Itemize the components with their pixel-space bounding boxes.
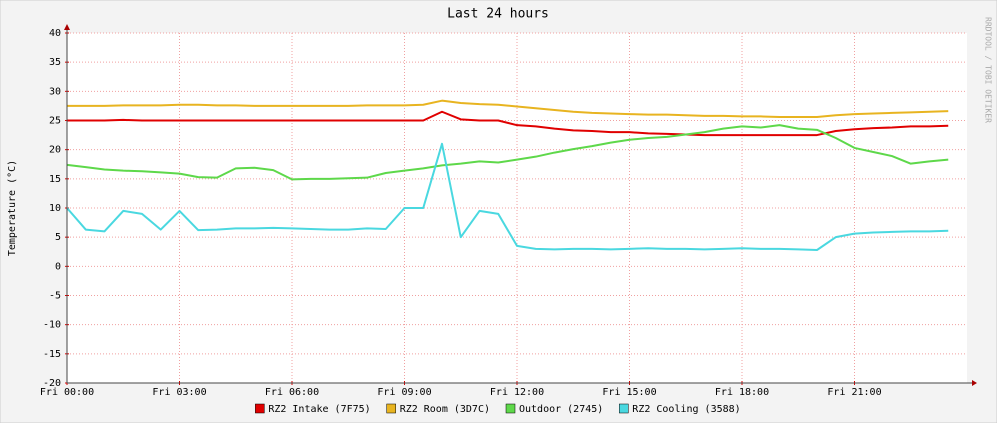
y-tick-label: 5: [55, 232, 61, 243]
series-line: [67, 110, 949, 137]
series-line: [66, 124, 949, 181]
y-tick-label: 10: [49, 203, 61, 214]
y-tick-label: -5: [49, 291, 61, 302]
y-tick-label: -20: [43, 378, 61, 389]
x-tick-label: Fri 03:00: [152, 387, 206, 398]
legend-label: RZ2 Intake (7F75): [268, 404, 370, 415]
legend-label: RZ2 Cooling (3588): [632, 404, 740, 415]
legend-label: RZ2 Room (3D7C): [400, 404, 490, 415]
legend-swatch: [255, 403, 265, 414]
series-line: [67, 99, 949, 118]
y-arrow: [64, 24, 70, 30]
y-tick-label: 35: [49, 57, 61, 68]
grid: [65, 32, 967, 385]
x-arrow: [972, 380, 977, 386]
legend-swatch: [619, 403, 629, 414]
y-tick-label: -10: [43, 320, 61, 331]
legend: RZ2 Intake (7F75) RZ2 Room (3D7C) Outdoor …: [255, 403, 741, 415]
lines: [66, 99, 949, 251]
x-tick-label: Fri 09:00: [377, 387, 431, 398]
x-tick-label: Fri 15:00: [602, 387, 656, 398]
x-tick-label: Fri 00:00: [40, 387, 94, 398]
x-tick-label: Fri 12:00: [490, 387, 544, 398]
y-tick-label: -15: [43, 349, 61, 360]
y-tick-label: 40: [49, 28, 61, 39]
y-tick-label: 0: [55, 261, 61, 272]
y-axis-label: Temperature (°C): [7, 160, 18, 256]
x-tick-label: Fri 06:00: [265, 387, 319, 398]
legend-label: Outdoor (2745): [519, 404, 603, 415]
y-tick-label: 30: [49, 86, 61, 97]
y-tick-label: 15: [49, 174, 61, 185]
y-tick-label: 20: [49, 145, 61, 156]
y-tick-label: 25: [49, 116, 61, 127]
legend-swatch: [505, 403, 516, 414]
legend-item: RZ2 Intake (7F75): [255, 403, 371, 415]
chart-title: Last 24 hours: [447, 7, 549, 22]
x-tick-label: Fri 21:00: [827, 387, 881, 398]
x-tick-label: Fri 18:00: [715, 387, 769, 398]
legend-item: Outdoor (2745): [505, 403, 603, 415]
legend-swatch: [386, 403, 396, 414]
watermark: RRDTOOL / TOBI OETIKER: [984, 17, 993, 123]
legend-item: RZ2 Room (3D7C): [386, 403, 490, 415]
legend-item: RZ2 Cooling (3588): [619, 403, 741, 415]
series-line: [66, 142, 949, 251]
